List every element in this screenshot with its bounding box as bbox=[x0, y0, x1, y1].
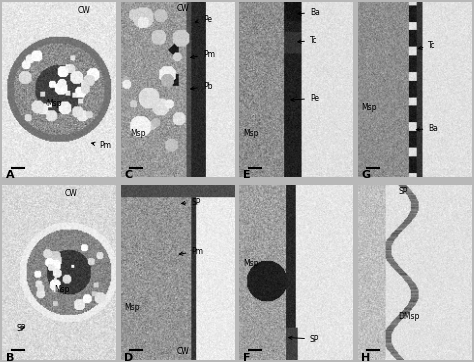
Text: Msp: Msp bbox=[361, 103, 377, 112]
Text: Pm: Pm bbox=[191, 50, 215, 59]
Text: Msp: Msp bbox=[243, 129, 258, 138]
Text: Msp: Msp bbox=[54, 285, 69, 294]
Text: CW: CW bbox=[78, 6, 91, 15]
Text: Msp: Msp bbox=[125, 303, 140, 312]
Text: Tc: Tc bbox=[419, 41, 436, 50]
Text: Tc: Tc bbox=[298, 36, 318, 45]
Text: CW: CW bbox=[64, 189, 77, 198]
Text: SP: SP bbox=[399, 187, 408, 196]
Text: A: A bbox=[6, 171, 14, 181]
Text: H: H bbox=[361, 353, 370, 362]
Text: CW: CW bbox=[177, 4, 190, 13]
Text: D: D bbox=[124, 353, 134, 362]
Text: Pe: Pe bbox=[291, 94, 319, 103]
Text: SP: SP bbox=[16, 324, 26, 333]
Text: E: E bbox=[243, 171, 250, 181]
Text: Msp: Msp bbox=[46, 99, 61, 108]
Text: C: C bbox=[124, 171, 132, 181]
Text: DMsp: DMsp bbox=[398, 312, 419, 321]
Text: SP: SP bbox=[289, 334, 319, 344]
Text: Pm: Pm bbox=[179, 247, 203, 256]
Text: Pb: Pb bbox=[191, 82, 212, 90]
Text: Msp: Msp bbox=[243, 259, 258, 268]
Text: Pe: Pe bbox=[195, 15, 212, 24]
Text: SP: SP bbox=[182, 198, 201, 207]
Text: G: G bbox=[361, 171, 370, 181]
Text: Pm: Pm bbox=[91, 142, 111, 150]
Text: Ba: Ba bbox=[298, 8, 320, 17]
Text: F: F bbox=[243, 353, 250, 362]
Text: CW: CW bbox=[177, 347, 190, 356]
Text: Msp: Msp bbox=[130, 129, 146, 138]
Text: B: B bbox=[6, 353, 14, 362]
Text: Ba: Ba bbox=[416, 124, 438, 133]
